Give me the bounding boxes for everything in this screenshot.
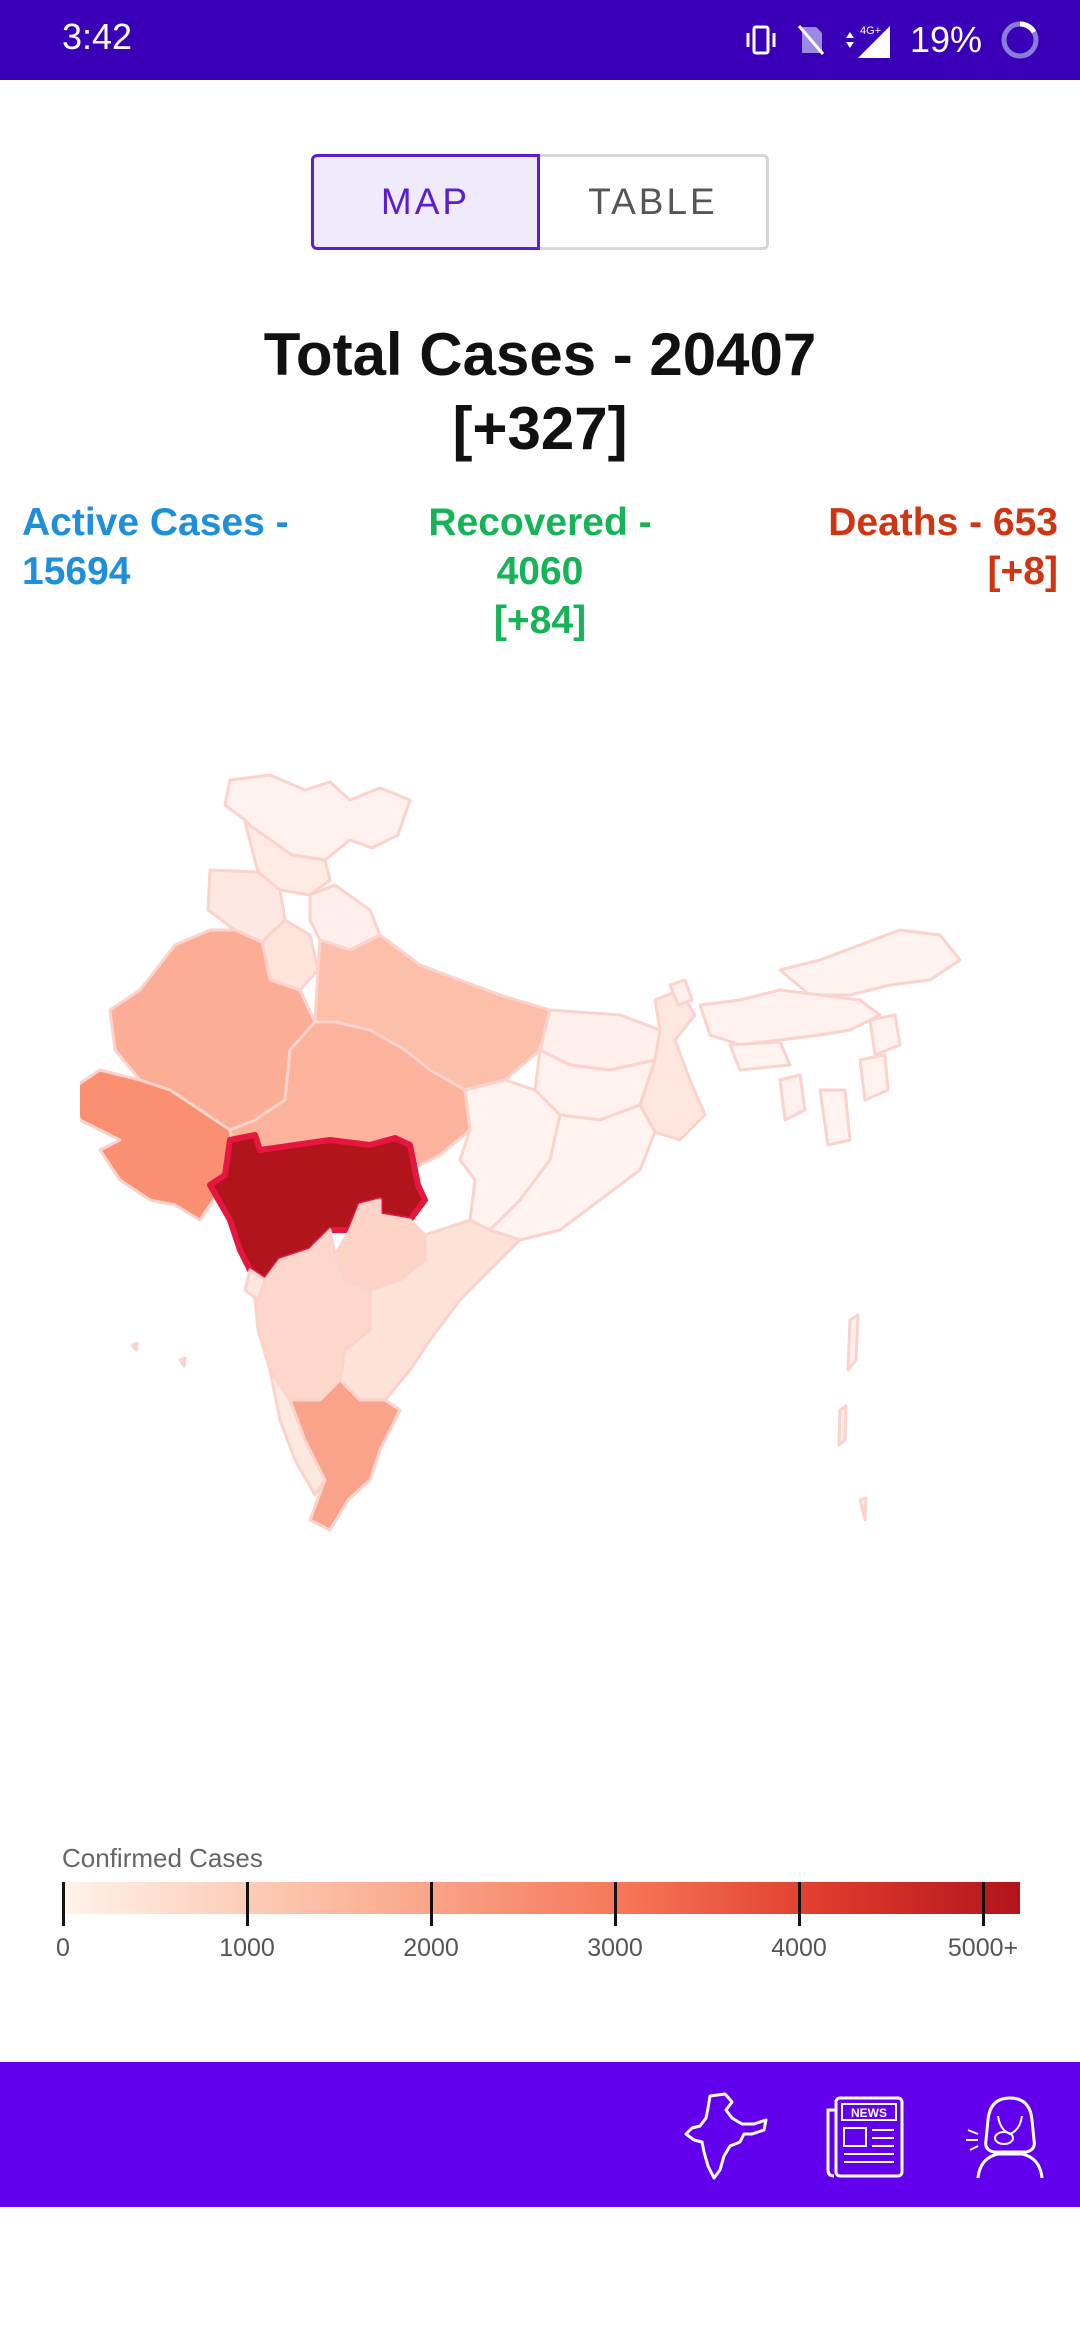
status-time: 3:42 bbox=[62, 16, 133, 57]
news-icon[interactable]: NEWS bbox=[822, 2090, 914, 2182]
state-west-bengal[interactable] bbox=[638, 988, 707, 1142]
deaths-stat: Deaths - 653 [+8] bbox=[828, 498, 1058, 596]
no-sim-icon bbox=[797, 25, 825, 55]
state-gujarat[interactable] bbox=[80, 1068, 240, 1222]
state-assam[interactable] bbox=[698, 988, 882, 1047]
andaman-nicobar-islands[interactable] bbox=[837, 1313, 868, 1522]
recovered-label: Recovered - bbox=[428, 501, 652, 544]
recovered-stat: Recovered - 4060 [+84] bbox=[390, 498, 690, 645]
legend-tick bbox=[62, 1882, 65, 1926]
bottom-blank-area bbox=[0, 2207, 1080, 2340]
total-cases-title: Total Cases - 20407 bbox=[263, 321, 817, 388]
legend-tick-label: 3000 bbox=[587, 1934, 643, 1962]
map-tab[interactable]: MAP bbox=[311, 154, 540, 250]
legend-tick-label: 1000 bbox=[219, 1934, 275, 1962]
state-goa[interactable] bbox=[243, 1268, 267, 1302]
view-toggle: MAP TABLE bbox=[311, 154, 769, 250]
legend-tick bbox=[246, 1882, 249, 1926]
active-cases-label: Active Cases - bbox=[22, 501, 289, 544]
state-tripura[interactable] bbox=[778, 1073, 807, 1122]
state-karnataka[interactable] bbox=[253, 1228, 372, 1402]
legend-gradient-bar bbox=[62, 1882, 1020, 1914]
state-sikkim[interactable] bbox=[668, 978, 694, 1007]
legend-tick bbox=[614, 1882, 617, 1926]
deaths-label: Deaths - 653 bbox=[828, 501, 1058, 544]
state-mizoram[interactable] bbox=[818, 1088, 852, 1147]
legend-title: Confirmed Cases bbox=[62, 1843, 263, 1873]
battery-icon bbox=[1001, 21, 1039, 59]
state-nagaland[interactable] bbox=[868, 1013, 902, 1057]
status-icons: 4G+ 19% bbox=[744, 14, 1040, 66]
legend-tick-label: 0 bbox=[56, 1934, 70, 1962]
legend-tick bbox=[798, 1882, 801, 1926]
state-meghalaya[interactable] bbox=[728, 1040, 792, 1072]
state-arunachal[interactable] bbox=[778, 928, 962, 997]
svg-text:4G+: 4G+ bbox=[860, 25, 881, 37]
status-bar: 3:42 4G+ 19% bbox=[0, 0, 1080, 80]
legend-tick-label: 5000+ bbox=[947, 1934, 1019, 1962]
deaths-delta: [+8] bbox=[987, 550, 1058, 593]
recovered-delta: [+84] bbox=[493, 599, 587, 642]
legend-tick-label: 2000 bbox=[403, 1934, 459, 1962]
bottom-navigation bbox=[0, 2062, 1080, 2207]
state-tamil-nadu[interactable] bbox=[288, 1378, 402, 1532]
state-manipur[interactable] bbox=[858, 1053, 890, 1102]
legend-tick bbox=[982, 1882, 985, 1926]
state-odisha[interactable] bbox=[488, 1103, 657, 1242]
total-cases-delta: [+327] bbox=[452, 395, 628, 462]
india-map-icon[interactable] bbox=[680, 2090, 772, 2182]
active-cases-value: 15694 bbox=[22, 550, 131, 593]
legend-tick-label: 4000 bbox=[771, 1934, 827, 1962]
battery-percent: 19% bbox=[909, 19, 982, 60]
legend-tick bbox=[430, 1882, 433, 1926]
sneezing-person-icon[interactable] bbox=[964, 2090, 1056, 2182]
india-map[interactable] bbox=[80, 760, 1020, 1820]
active-cases-stat: Active Cases - 15694 bbox=[22, 498, 289, 596]
svg-text:NEWS: NEWS bbox=[851, 2106, 887, 2120]
vibrate-icon bbox=[746, 25, 776, 55]
table-tab[interactable]: TABLE bbox=[540, 154, 769, 250]
recovered-value: 4060 bbox=[496, 550, 584, 593]
signal-4g-icon: 4G+ bbox=[845, 25, 890, 58]
lakshadweep-islands[interactable] bbox=[130, 1341, 187, 1368]
